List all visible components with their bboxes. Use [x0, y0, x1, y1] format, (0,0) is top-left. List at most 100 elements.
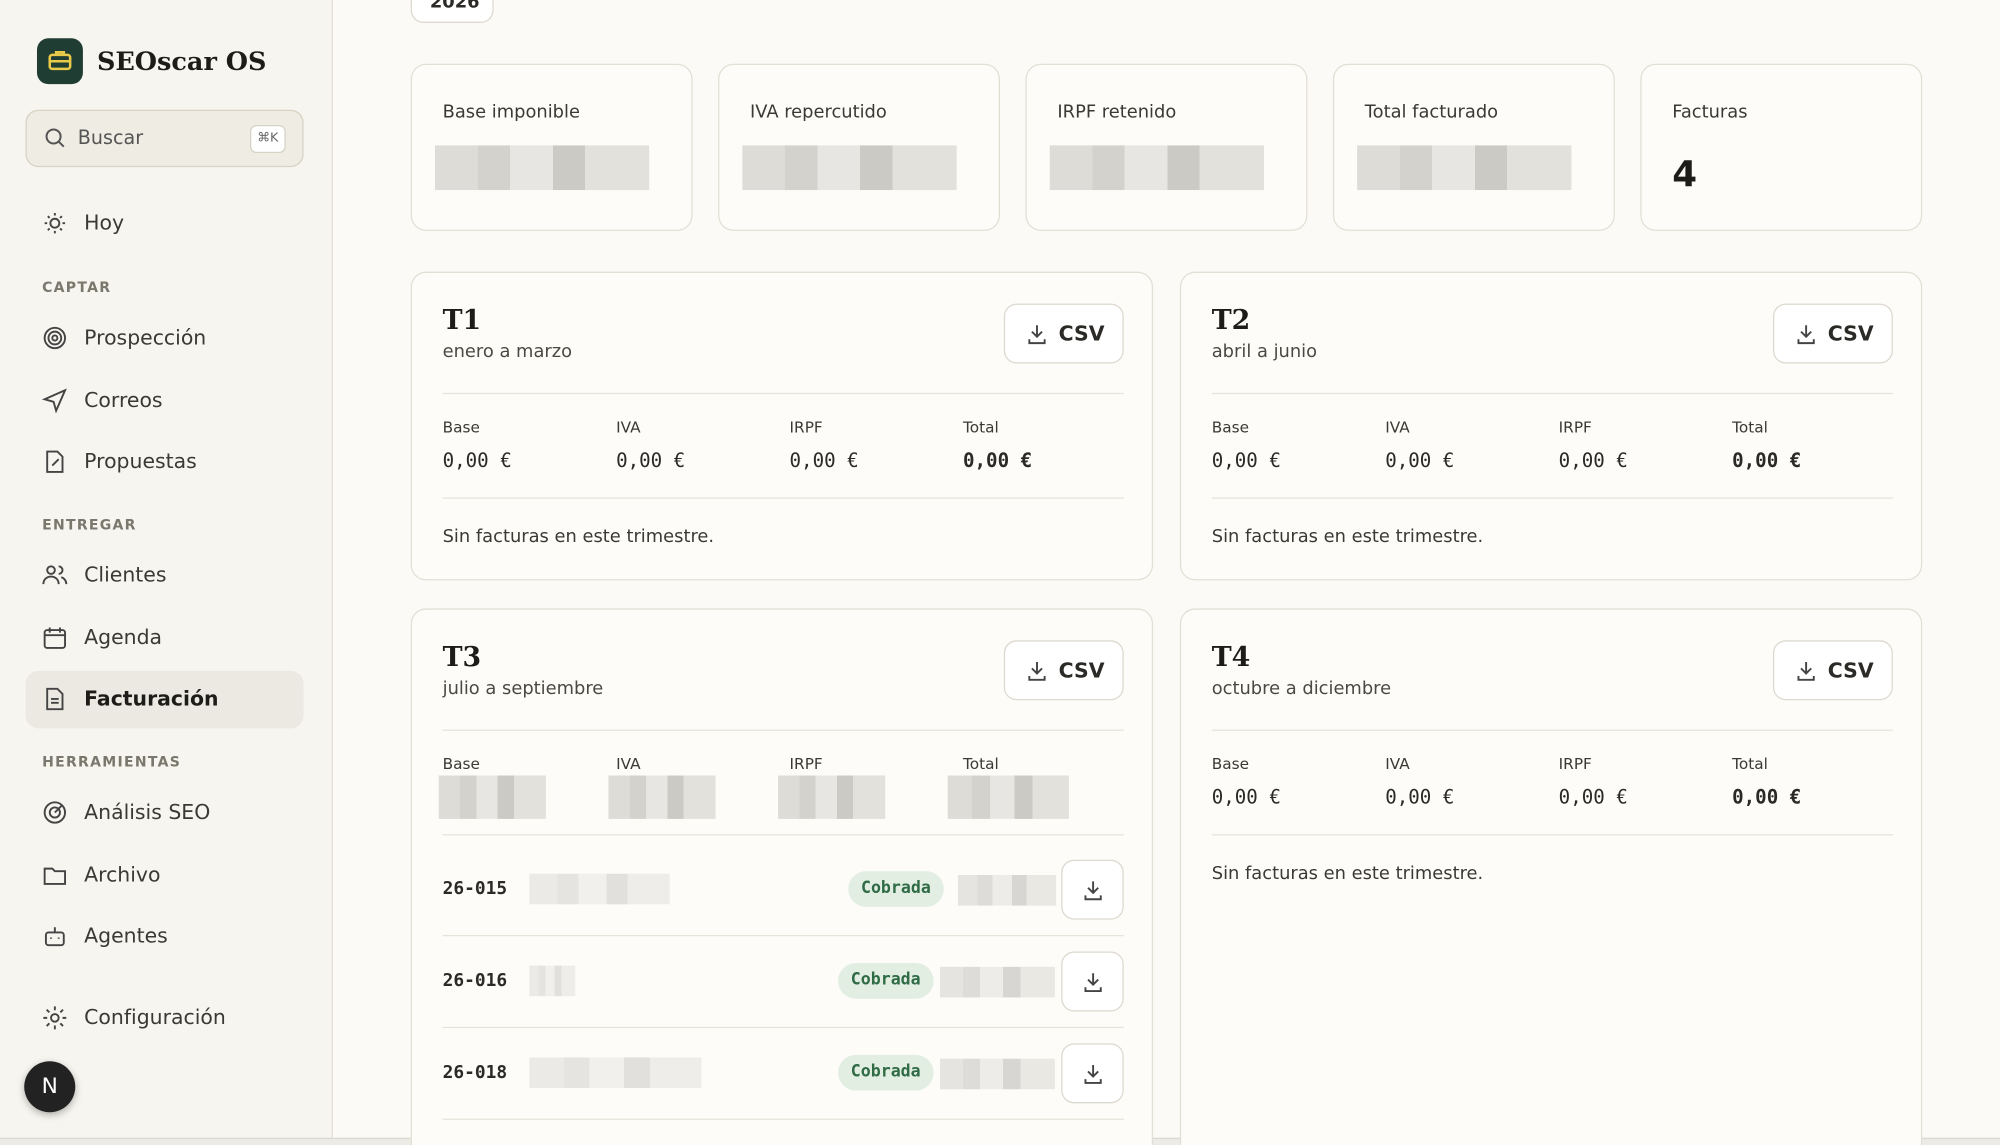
nav-item[interactable]: Facturación	[25, 670, 304, 729]
summary-card: IVA repercutido	[718, 63, 1000, 231]
redacted-value	[434, 145, 650, 191]
nav-label: Archivo	[84, 861, 161, 886]
nav-label: Clientes	[84, 562, 167, 587]
nav-label: Análisis SEO	[84, 799, 211, 824]
nav-label: Agenda	[84, 624, 163, 649]
csv-button[interactable]: CSV	[1003, 303, 1124, 364]
status-badge: Cobrada	[838, 963, 934, 999]
summary-label: Total facturado	[1364, 102, 1499, 123]
divider	[442, 834, 1124, 836]
nav-item[interactable]: Agenda	[26, 609, 304, 666]
nav-item[interactable]: Propuestas	[26, 434, 304, 491]
column-value: 0,00 €	[1385, 448, 1455, 472]
divider	[1211, 729, 1893, 731]
column-value: 0,00 €	[963, 448, 1033, 472]
summary-card: Base imponible	[410, 63, 693, 231]
column-label: IVA	[1385, 418, 1410, 437]
column-value: 0,00 €	[1732, 448, 1802, 472]
divider	[442, 934, 1124, 937]
nav-section-title: HERRAMIENTAS	[42, 753, 182, 771]
column-label: Base	[1211, 755, 1250, 773]
download-button[interactable]	[1061, 1043, 1124, 1104]
column-label: IVA	[1385, 755, 1410, 773]
download-button[interactable]	[1061, 859, 1124, 920]
redacted-value	[438, 775, 546, 819]
nav-label: Agentes	[84, 923, 168, 948]
nav-item[interactable]: Correos	[26, 372, 304, 429]
nav-item[interactable]: Análisis SEO	[26, 784, 304, 841]
quarter-subtitle: julio a septiembre	[442, 678, 604, 699]
nav-item[interactable]: Agentes	[26, 908, 304, 965]
column-label: IRPF	[1558, 418, 1592, 437]
search-box[interactable]: Buscar ⌘K	[25, 109, 304, 168]
icon	[42, 387, 67, 413]
empty-message: Sin facturas en este trimestre.	[1211, 863, 1484, 884]
divider	[442, 392, 1124, 395]
download-button[interactable]	[1061, 951, 1124, 1012]
icon	[1084, 1065, 1102, 1084]
redacted-value	[742, 145, 957, 191]
column-label: IRPF	[789, 418, 823, 437]
icon	[1797, 325, 1815, 345]
icon	[43, 1006, 67, 1030]
brand-name: SEOscar OS	[96, 45, 267, 77]
quarter-subtitle: octubre a diciembre	[1211, 678, 1392, 699]
icon	[1084, 881, 1102, 901]
column-value: 0,00 €	[789, 448, 859, 472]
year-label: 2026	[429, 0, 480, 13]
nav-label: Correos	[84, 387, 163, 412]
icon	[44, 927, 65, 947]
column-label: Total	[963, 418, 999, 437]
nav-section-title: ENTREGAR	[42, 516, 137, 534]
icon	[46, 687, 64, 711]
redacted-value	[608, 775, 716, 819]
column-label: Total	[963, 755, 999, 773]
csv-label: CSV	[1827, 658, 1874, 683]
year-tab[interactable]: 2026	[410, 0, 494, 23]
invoice-number: 26-018	[442, 1062, 508, 1083]
brand-icon	[36, 38, 83, 85]
empty-message: Sin facturas en este trimestre.	[442, 526, 715, 548]
redacted-amount	[957, 874, 1057, 906]
summary-card: Facturas 4	[1640, 63, 1923, 231]
quarter-card: T3 julio a septiembre CSV Base IVA IRPF Total 2…	[410, 608, 1154, 1145]
nav-item[interactable]: Prospección	[26, 310, 304, 367]
column-value: 0,00 €	[1385, 785, 1455, 809]
redacted-client	[529, 965, 576, 997]
summary-value: 4	[1672, 153, 1698, 196]
empty-message: Sin facturas en este trimestre.	[1211, 526, 1484, 548]
redacted-value	[1357, 145, 1572, 191]
column-label: IRPF	[1558, 755, 1592, 773]
sidebar	[0, 0, 333, 1145]
nav-item[interactable]: Archivo	[26, 846, 304, 903]
quarter-title: T4	[1211, 640, 1251, 673]
column-label: Total	[1732, 418, 1768, 437]
icon	[1084, 973, 1102, 993]
summary-label: Base imponible	[442, 102, 580, 123]
column-value: 0,00 €	[442, 448, 512, 472]
column-value: 0,00 €	[1211, 448, 1281, 472]
nav-item[interactable]: Clientes	[26, 547, 304, 604]
csv-label: CSV	[1827, 321, 1874, 346]
nav-item[interactable]: Configuración	[26, 990, 304, 1047]
csv-label: CSV	[1058, 658, 1105, 683]
csv-button[interactable]: CSV	[1772, 303, 1893, 364]
csv-button[interactable]: CSV	[1003, 640, 1124, 701]
avatar[interactable]: N	[24, 1061, 76, 1113]
column-label: IRPF	[789, 755, 823, 773]
icon	[43, 326, 67, 350]
quarter-card: T2 abril a junio CSV Base 0,00 € IVA 0,00 € IRP…	[1179, 271, 1923, 581]
invoice-number: 26-015	[442, 878, 508, 900]
search-placeholder: Buscar	[77, 126, 144, 150]
redacted-client	[529, 873, 670, 905]
nav-section-title: CAPTAR	[42, 279, 112, 296]
column-label: Base	[442, 755, 480, 773]
nav-item[interactable]: Hoy	[26, 195, 304, 252]
divider	[1211, 497, 1893, 499]
column-value: 0,00 €	[1558, 448, 1628, 472]
invoice-number: 26-016	[442, 970, 508, 992]
csv-button[interactable]: CSV	[1772, 640, 1893, 701]
